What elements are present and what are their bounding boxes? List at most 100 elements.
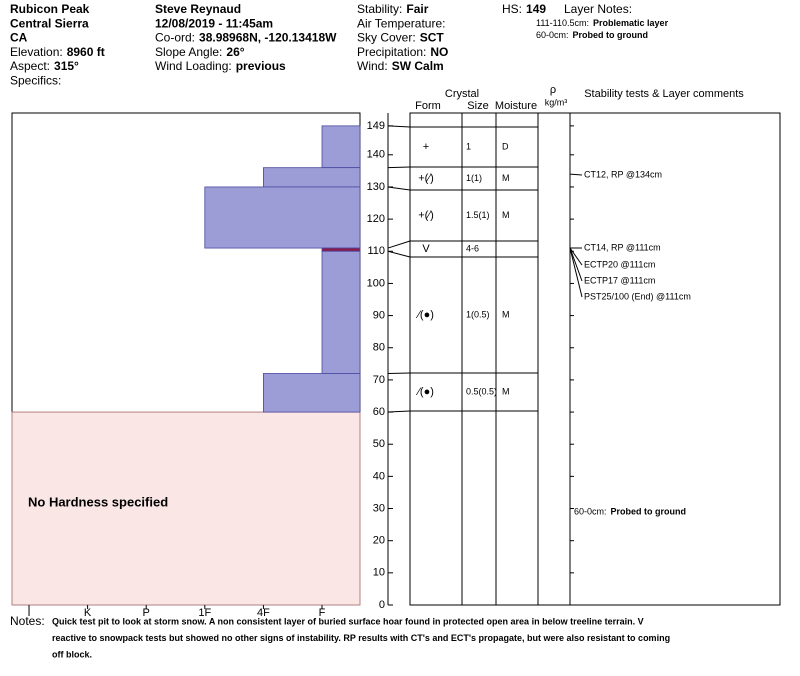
grain-size: 1(1) — [466, 173, 482, 183]
column-header: kg/m³ — [545, 97, 568, 107]
y-tick-label: 100 — [367, 277, 385, 289]
field-label: Wind Loading: — [155, 59, 232, 73]
moisture: M — [502, 210, 510, 220]
x-tick-label: 1F — [198, 607, 211, 619]
test-result: CT12, RP @134cm — [584, 169, 662, 179]
field: 111-110.5cm: Problematic layer — [536, 18, 669, 28]
field-label: Air Temperature: — [357, 16, 445, 30]
connector — [387, 250, 411, 258]
connector — [387, 410, 411, 413]
connector — [387, 166, 411, 169]
hardness-bar — [262, 373, 361, 413]
field: Sky Cover: SCT — [357, 31, 444, 45]
field: 60-0cm: Probed to ground — [574, 507, 686, 517]
field: 12/08/2019 - 11:45am — [155, 16, 273, 30]
x-tick-label: K — [84, 607, 92, 619]
grain-form: +(⁄) — [418, 172, 434, 184]
x-tick-label: I — [27, 607, 30, 619]
test-pointer — [569, 173, 583, 176]
field-value: 38.98968N, -120.13418W — [199, 31, 337, 45]
moisture: M — [502, 173, 510, 183]
notes-text: reactive to snowpack tests but showed no… — [52, 633, 670, 643]
y-tick-label: 40 — [373, 470, 385, 482]
y-tick-label: 50 — [373, 438, 385, 450]
field-value: 12/08/2019 - 11:45am — [155, 16, 273, 30]
hardness-bar — [262, 167, 361, 188]
field: Precipitation: NO — [357, 45, 448, 59]
test-pointer — [569, 247, 583, 298]
notes-label: Notes: — [10, 614, 45, 628]
column-header: ρ — [550, 84, 556, 96]
field: Elevation: 8960 ft — [10, 45, 105, 59]
test-result: ECTP17 @111cm — [584, 275, 655, 285]
y-tick-label: 130 — [367, 181, 385, 193]
y-tick-label: 110 — [367, 245, 385, 257]
field-label: HS: — [502, 2, 522, 16]
field-label: Precipitation: — [357, 45, 426, 59]
notes-text: off block. — [52, 649, 92, 659]
field-value: Probed to ground — [573, 30, 649, 40]
field: Steve Reynaud — [155, 2, 241, 16]
y-tick-label: 70 — [373, 374, 385, 386]
field-label: Slope Angle: — [155, 45, 222, 59]
field-label: 60-0cm: — [574, 507, 607, 517]
connector — [387, 240, 411, 249]
layer-table — [409, 112, 781, 606]
moisture: M — [502, 309, 510, 319]
field: Central Sierra — [10, 16, 89, 30]
test-result: CT14, RP @111cm — [584, 242, 661, 252]
column-header: Stability tests & Layer comments — [584, 88, 744, 100]
y-tick-label: 10 — [373, 567, 385, 579]
field-value: 8960 ft — [67, 45, 105, 59]
field-value: previous — [236, 59, 286, 73]
grain-size: 4-6 — [466, 243, 479, 253]
connector — [387, 186, 411, 191]
x-tick-label: F — [319, 607, 326, 619]
x-tick-label: 4F — [257, 607, 270, 619]
field: Air Temperature: — [357, 16, 445, 30]
y-tick-label: 140 — [367, 149, 385, 161]
field-value: Steve Reynaud — [155, 2, 241, 16]
field-value: 315° — [54, 59, 79, 73]
y-tick-label: 90 — [373, 309, 385, 321]
test-pointer — [569, 247, 583, 266]
y-tick-label: 120 — [367, 213, 385, 225]
field-label: Aspect: — [10, 59, 50, 73]
layer-notes-title: Layer Notes: — [564, 2, 632, 16]
test-result: PST25/100 (End) @111cm — [584, 291, 691, 301]
field-label: Wind: — [357, 59, 388, 73]
moisture: M — [502, 386, 510, 396]
hardness-bar — [321, 250, 361, 374]
field-label: Co-ord: — [155, 31, 195, 45]
grain-size: 1(0.5) — [466, 309, 490, 319]
y-tick-label: 60 — [373, 406, 385, 418]
x-tick-label: P — [143, 607, 150, 619]
field: Specifics: — [10, 74, 61, 88]
test-pointer — [569, 247, 583, 282]
no-hardness-label: No Hardness specified — [28, 494, 168, 509]
y-tick-label: 30 — [373, 502, 385, 514]
field: Aspect: 315° — [10, 59, 79, 73]
y-tick-label: 80 — [373, 342, 385, 354]
grain-form: +(⁄) — [418, 209, 434, 221]
no-hardness-area — [11, 411, 361, 606]
field: CA — [10, 31, 28, 45]
test-result: ECTP20 @111cm — [584, 259, 655, 269]
hardness-bar — [204, 186, 361, 249]
field: Stability: Fair — [357, 2, 429, 16]
notes-text: Quick test pit to look at storm snow. A … — [52, 616, 644, 626]
field-value: 149 — [526, 2, 546, 16]
grain-form: ⁄(●) — [415, 309, 434, 321]
field-value: Fair — [406, 2, 428, 16]
connector — [387, 125, 411, 128]
field-value: CA — [10, 31, 28, 45]
field: Wind Loading: previous — [155, 59, 286, 73]
field: Co-ord: 38.98968N, -120.13418W — [155, 31, 337, 45]
field: HS: 149 — [502, 2, 546, 16]
field-value: SCT — [420, 31, 445, 45]
field: Wind: SW Calm — [357, 59, 444, 73]
field-label: 60-0cm: — [536, 30, 569, 40]
grain-form: V — [422, 243, 430, 255]
